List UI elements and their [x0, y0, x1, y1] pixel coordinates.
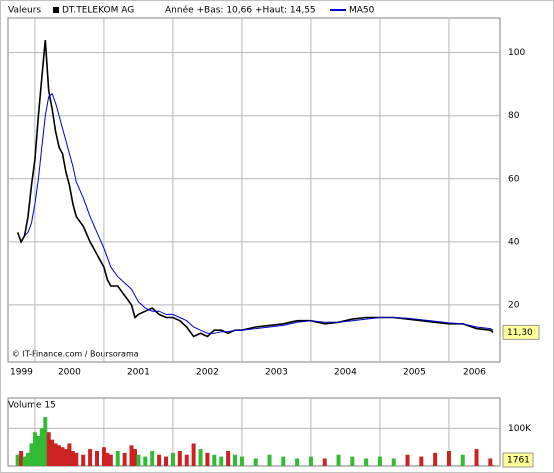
volume-bar [95, 450, 100, 466]
volume-bar [433, 452, 438, 466]
volume-bar [81, 454, 86, 466]
x-tick-label: 2004 [334, 368, 357, 378]
price-line [24, 92, 494, 334]
volume-bar [170, 452, 175, 466]
volume-bar [164, 456, 169, 466]
volume-bar [177, 450, 182, 466]
volume-bar [32, 432, 37, 466]
y-tick-label: 100K [508, 424, 532, 434]
volume-bar [391, 458, 396, 466]
volume-bar [22, 456, 27, 466]
y-tick-label: 20 [508, 300, 520, 310]
volume-bar [60, 447, 65, 466]
volume-bar [212, 454, 217, 466]
header-label: Valeurs [8, 6, 41, 16]
legend-entry: MA50 [349, 6, 375, 16]
volume-bar [43, 417, 48, 466]
volume-bar [336, 454, 341, 466]
legend-entry: DT.TELEKOM AG [62, 6, 134, 16]
volume-bar [150, 450, 155, 466]
volume-bar [122, 452, 127, 466]
volume-bar [53, 443, 58, 466]
x-tick-label: 2003 [265, 368, 288, 378]
volume-bar [39, 428, 44, 466]
x-tick-label: 2000 [58, 368, 81, 378]
volume-bar [136, 454, 141, 466]
credit: © IT-Finance.com / Boursorama [12, 350, 139, 359]
x-tick-label: 2002 [196, 368, 219, 378]
volume-bar [267, 454, 272, 466]
volume-bar [233, 454, 238, 466]
volume-bar [132, 449, 137, 466]
volume-bar [63, 449, 68, 466]
y-tick-label: 60 [508, 174, 520, 184]
x-tick-label: 2005 [403, 368, 426, 378]
plot-area [7, 17, 501, 363]
volume-bar [405, 454, 410, 466]
volume-bar [70, 450, 75, 466]
volume-bar [460, 454, 465, 466]
y-tick-label: 80 [508, 111, 520, 121]
volume-bar [29, 443, 34, 466]
volume-bar [350, 456, 355, 466]
volume-bar [46, 432, 51, 466]
volume-bar [26, 452, 31, 466]
volume-bar [50, 439, 55, 466]
x-tick-label: 2001 [127, 368, 150, 378]
volume-bar [157, 454, 162, 466]
volume-bar [253, 458, 258, 466]
last-value-label: 11,30 [507, 328, 533, 338]
volume-bar [219, 456, 224, 466]
legend-swatch [53, 7, 59, 13]
volume-bar [67, 443, 72, 466]
volume-bar [129, 445, 134, 466]
volume-title: Volume 15 [8, 401, 56, 411]
volume-bar [446, 450, 451, 466]
volume-bar [143, 456, 148, 466]
volume-bar [488, 458, 493, 466]
volume-bar [19, 450, 24, 466]
volume-bar [101, 447, 106, 466]
last-value-label: 1761 [507, 456, 530, 466]
volume-bar [419, 456, 424, 466]
volume-bar [295, 458, 300, 466]
volume-bar [74, 452, 79, 466]
last-value-box [502, 324, 540, 340]
volume-bar [57, 445, 62, 466]
volume-bar [377, 456, 382, 466]
y-tick-label: 40 [508, 237, 520, 247]
x-tick-label: 1999 [10, 368, 33, 378]
volume-bar [474, 449, 479, 466]
volume-bar [105, 452, 110, 466]
volume-bar [15, 454, 20, 466]
volume-bar [322, 458, 327, 466]
volume-bar [191, 443, 196, 466]
volume-bar [281, 456, 286, 466]
volume-bar [184, 454, 189, 466]
volume-bar [108, 454, 113, 466]
volume-bar [115, 450, 120, 466]
volume-bar [36, 435, 41, 466]
annotation: Année +Bas: 10,66 +Haut: 14,55 [165, 5, 316, 16]
volume-bar [491, 465, 496, 466]
volume-bar [205, 452, 210, 466]
x-tick-label: 2006 [463, 368, 486, 378]
last-value-box [502, 452, 534, 468]
y-tick-label: 100 [508, 48, 525, 58]
volume-bar [364, 458, 369, 466]
volume-bar [308, 456, 313, 466]
price-line [16, 40, 494, 338]
volume-bar [226, 450, 231, 466]
volume-bar [88, 449, 93, 466]
volume-bar [198, 449, 203, 466]
volume-bar [239, 456, 244, 466]
